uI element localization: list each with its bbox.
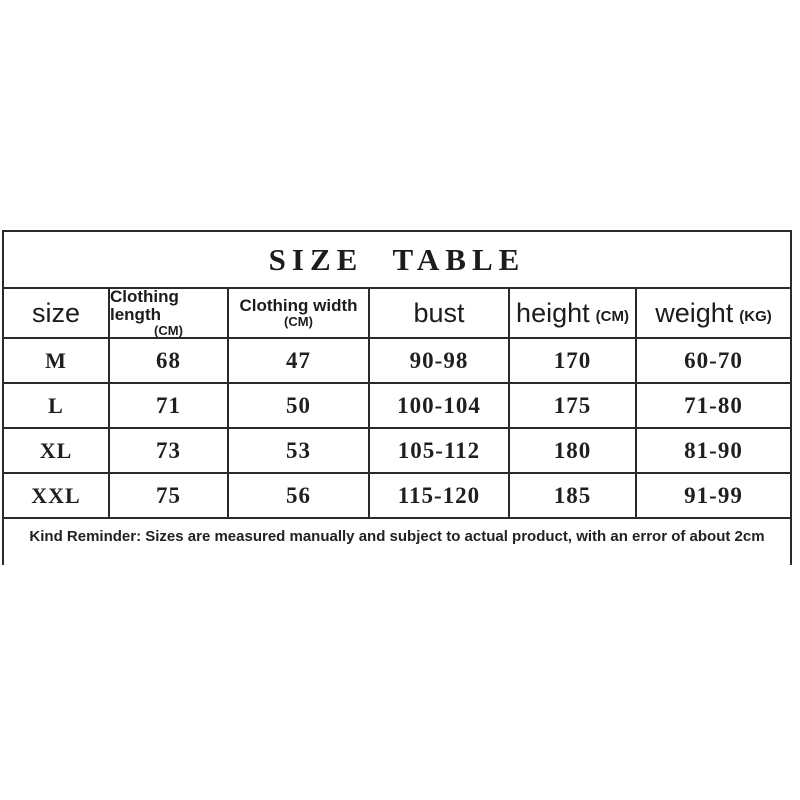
cell-size: XL	[4, 429, 110, 472]
table-header-row: size Clothing length (CM) Clothing width…	[4, 289, 790, 339]
header-weight-label: weight	[655, 297, 734, 328]
cell-bust: 90-98	[370, 339, 510, 382]
header-height-unit: (CM)	[595, 307, 629, 325]
cell-size: L	[4, 384, 110, 427]
header-bust-label: bust	[413, 297, 465, 328]
table-row-m: M 68 47 90-98 170 60-70	[4, 339, 790, 384]
size-table: SIZE TABLE size Clothing length (CM) Clo…	[2, 230, 792, 565]
cell-weight: 81-90	[684, 437, 743, 463]
cell-weight: 60-70	[684, 347, 743, 373]
header-clothing-length: Clothing length (CM)	[110, 289, 229, 337]
header-clothing-length-unit: (CM)	[154, 323, 183, 337]
cell-weight: 91-99	[684, 482, 743, 508]
header-height-label: height	[516, 297, 590, 328]
table-row-xl: XL 73 53 105-112 180 81-90	[4, 429, 790, 474]
table-row-xxl: XXL 75 56 115-120 185 91-99	[4, 474, 790, 519]
cell-height: 175	[510, 384, 637, 427]
kind-reminder-note: Kind Reminder: Sizes are measured manual…	[29, 528, 765, 545]
note-row: Kind Reminder: Sizes are measured manual…	[4, 519, 790, 565]
table-title-row: SIZE TABLE	[4, 232, 790, 289]
header-clothing-width: Clothing width (CM)	[229, 289, 370, 337]
cell-weight: 71-80	[684, 392, 743, 418]
header-weight: weight (KG)	[637, 289, 790, 337]
cell-bust: 105-112	[370, 429, 510, 472]
header-height: height (CM)	[510, 289, 637, 337]
header-bust: bust	[370, 289, 510, 337]
cell-bust: 115-120	[370, 474, 510, 517]
table-row-l: L 71 50 100-104 175 71-80	[4, 384, 790, 429]
cell-clothing-width: 47	[229, 339, 370, 382]
cell-height: 170	[510, 339, 637, 382]
cell-clothing-width: 53	[229, 429, 370, 472]
cell-size: XXL	[4, 474, 110, 517]
header-size-label: size	[31, 297, 80, 328]
cell-height: 180	[510, 429, 637, 472]
cell-clothing-length: 71	[110, 384, 229, 427]
header-clothing-width-unit: (CM)	[284, 314, 313, 330]
header-clothing-length-label: Clothing length	[110, 289, 179, 325]
cell-size: M	[4, 339, 110, 382]
cell-clothing-length: 73	[110, 429, 229, 472]
header-weight-unit: (KG)	[739, 307, 772, 325]
cell-clothing-length: 68	[110, 339, 229, 382]
table-title: SIZE TABLE	[268, 241, 526, 277]
cell-bust: 100-104	[370, 384, 510, 427]
cell-clothing-width: 50	[229, 384, 370, 427]
cell-height: 185	[510, 474, 637, 517]
cell-clothing-length: 75	[110, 474, 229, 517]
cell-clothing-width: 56	[229, 474, 370, 517]
header-clothing-width-label: Clothing width	[239, 296, 358, 316]
header-size: size	[4, 289, 110, 337]
